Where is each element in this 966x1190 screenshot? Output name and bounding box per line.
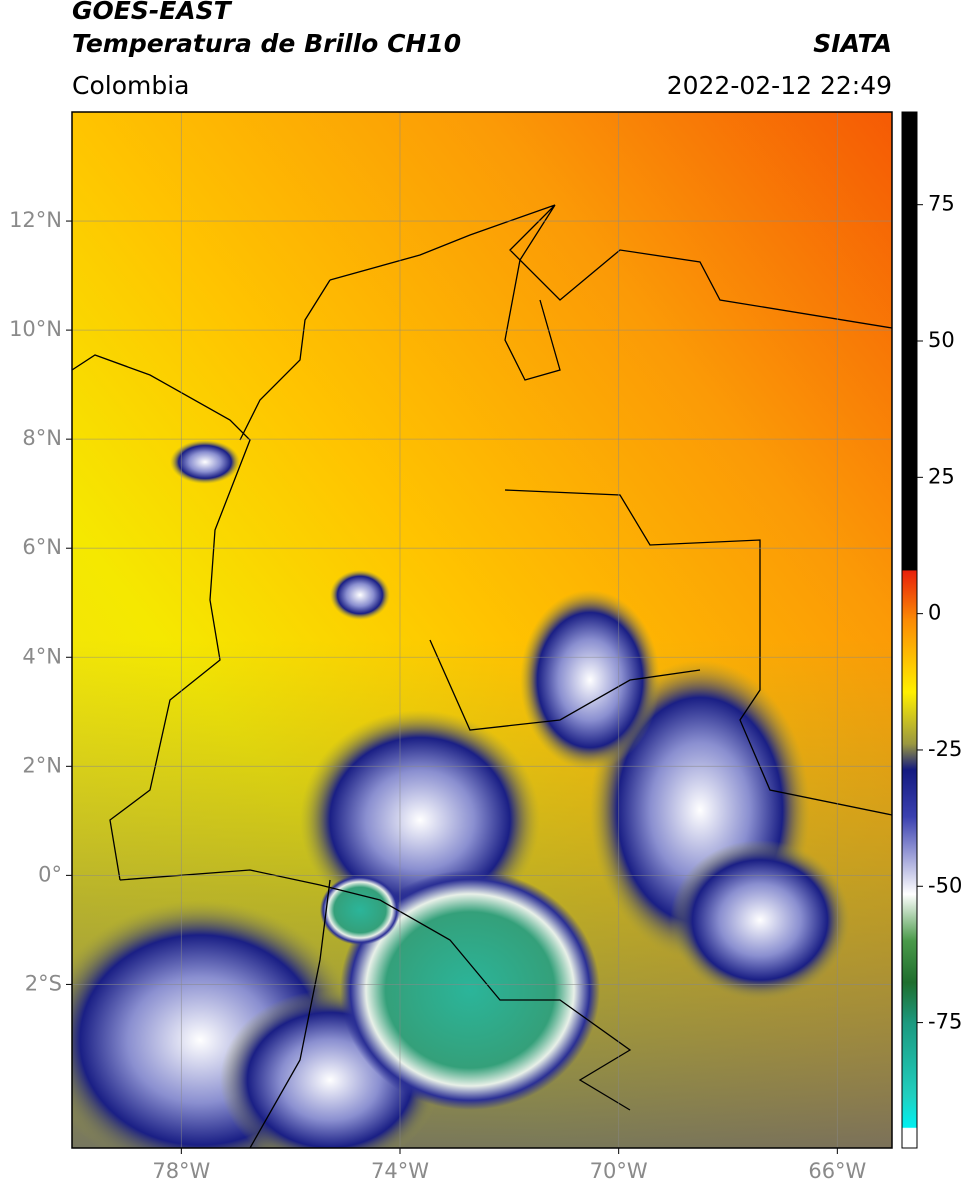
y-tick-label: 10°N [9, 317, 62, 341]
x-tick-label: 66°W [808, 1159, 866, 1183]
y-tick-label: 2°S [25, 971, 62, 995]
product-title: Temperatura de Brillo CH10 [72, 29, 461, 58]
agency: SIATA [813, 29, 892, 58]
colorbar [901, 111, 918, 1149]
x-tick-label: 74°W [371, 1159, 429, 1183]
colorbar-label: 50 [928, 328, 955, 352]
region: Colombia [72, 71, 189, 100]
imagery [72, 112, 892, 1148]
x-tick-label: 70°W [590, 1159, 648, 1183]
x-tick-label: 78°W [152, 1159, 210, 1183]
y-tick-label: 0° [38, 862, 62, 886]
colorbar-label: 0 [928, 601, 941, 625]
map-frame [71, 111, 893, 1149]
colorbar-label: 75 [928, 192, 955, 216]
graticule [72, 112, 892, 1148]
y-tick-label: 4°N [22, 644, 62, 668]
colorbar-label: -25 [928, 737, 962, 761]
y-tick-label: 8°N [22, 426, 62, 450]
y-tick-label: 2°N [22, 753, 62, 777]
satellite-title: GOES-EAST [72, 0, 233, 25]
colorbar-label: -75 [928, 1010, 962, 1034]
timestamp: 2022-02-12 22:49 [667, 71, 892, 100]
colorbar-label: 25 [928, 464, 955, 488]
y-tick-label: 12°N [9, 208, 62, 232]
y-tick-label: 6°N [22, 535, 62, 559]
colorbar-label: -50 [928, 873, 962, 897]
